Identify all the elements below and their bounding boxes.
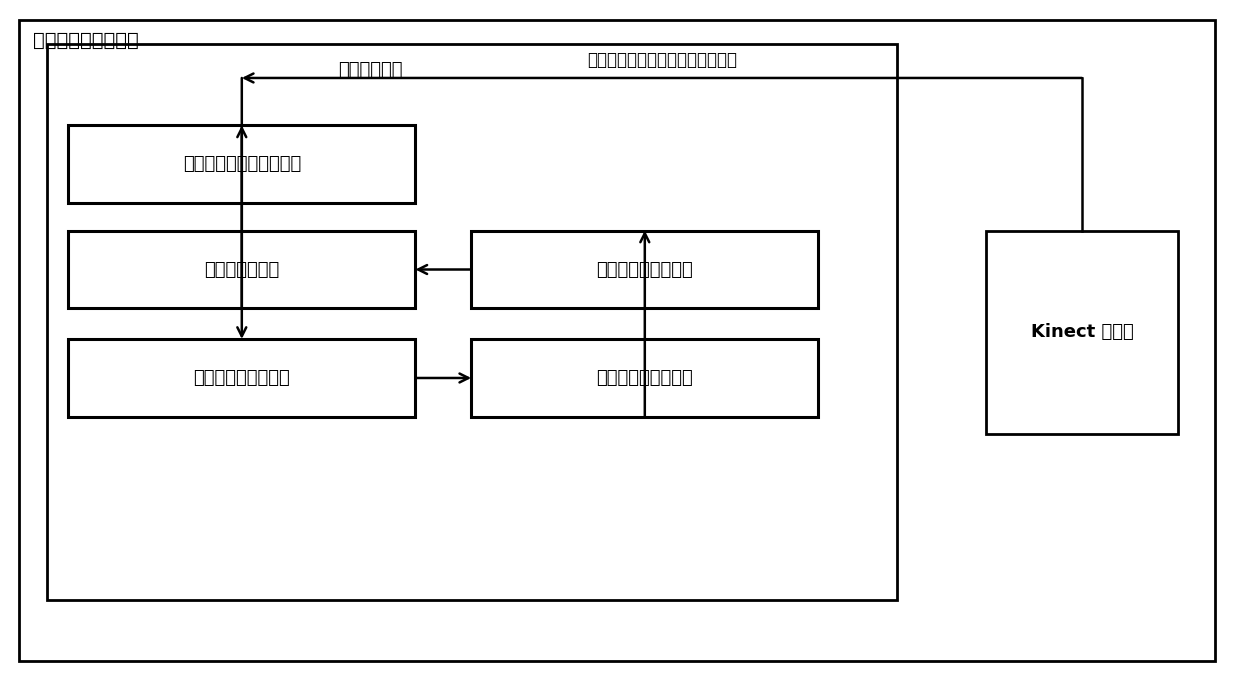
Text: 机器人车载控制中心: 机器人车载控制中心 (33, 31, 139, 49)
Bar (68, 231, 415, 308)
Text: 指令处理中心: 指令处理中心 (337, 61, 402, 79)
Bar (986, 231, 1178, 434)
Bar (47, 44, 897, 600)
Bar (471, 231, 818, 308)
Text: 指令执行安全校验子模块: 指令执行安全校验子模块 (182, 155, 301, 174)
Bar (68, 125, 415, 203)
Text: 指令授权判断子模块: 指令授权判断子模块 (596, 260, 693, 279)
Bar (68, 339, 415, 417)
Text: 图像数据采集子模块: 图像数据采集子模块 (193, 369, 290, 387)
Text: Kinect 传感器: Kinect 传感器 (1030, 323, 1133, 341)
Bar (471, 339, 818, 417)
Text: 采集数据，如身体数据和脸部数据: 采集数据，如身体数据和脸部数据 (587, 51, 737, 69)
Text: 指令检测侦听子模块: 指令检测侦听子模块 (596, 369, 693, 387)
Text: 指令分析子模块: 指令分析子模块 (205, 260, 279, 279)
